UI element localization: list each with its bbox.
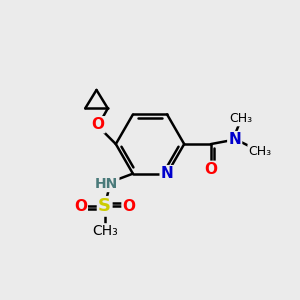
Text: N: N — [228, 132, 241, 147]
Text: O: O — [204, 162, 218, 177]
Text: CH₃: CH₃ — [92, 224, 118, 238]
Text: N: N — [161, 166, 173, 181]
Text: O: O — [122, 199, 136, 214]
Text: CH₃: CH₃ — [229, 112, 252, 125]
Text: O: O — [92, 117, 104, 132]
Text: O: O — [74, 199, 87, 214]
Text: CH₃: CH₃ — [248, 145, 272, 158]
Text: S: S — [98, 197, 111, 215]
Text: HN: HN — [95, 177, 118, 191]
